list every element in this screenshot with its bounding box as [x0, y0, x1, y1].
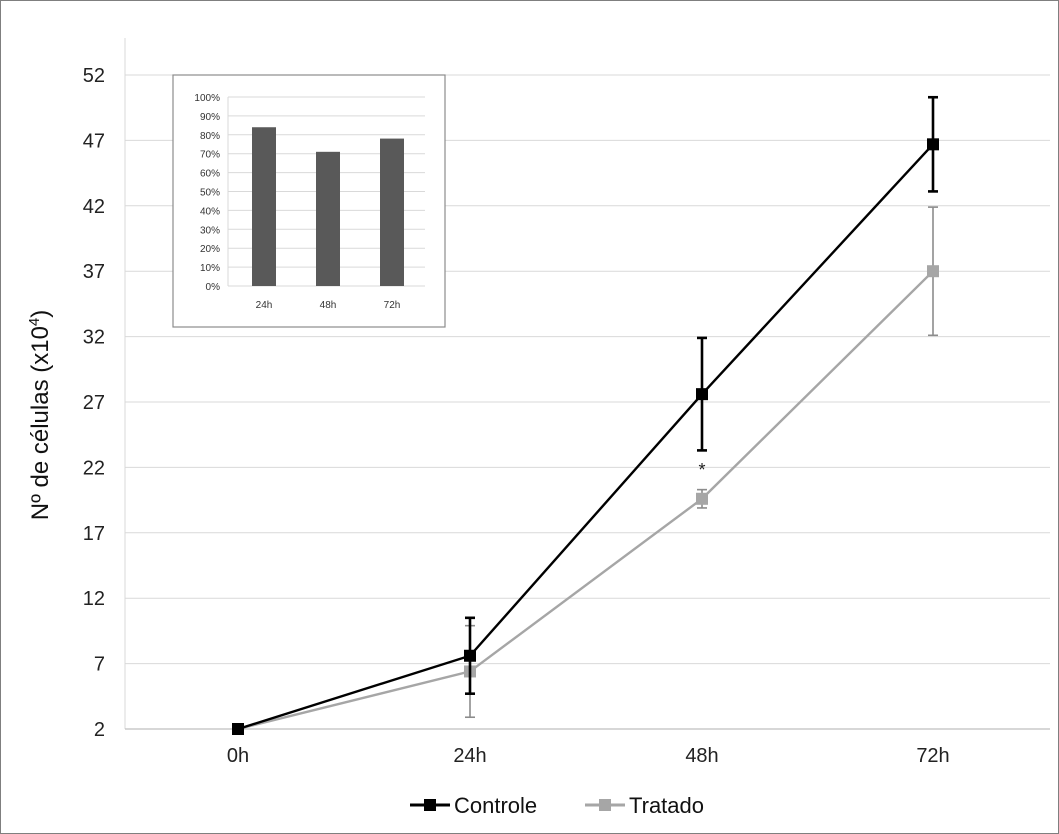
- legend-controle-label: Controle: [454, 793, 537, 818]
- inset-y-tick-80: 80%: [200, 131, 220, 142]
- y-axis-label: Nº de células (x104): [26, 310, 54, 521]
- x-tick-labels: 0h 24h 48h 72h: [227, 745, 950, 767]
- inset-x-tick-24h: 24h: [256, 300, 273, 311]
- x-tick-48h: 48h: [685, 745, 718, 767]
- y-tick-22: 22: [83, 457, 105, 479]
- inset-y-tick-0: 0%: [206, 282, 221, 293]
- x-tick-72h: 72h: [916, 745, 949, 767]
- y-tick-37: 37: [83, 261, 105, 283]
- point-controle-24h: [464, 649, 476, 662]
- inset-y-tick-30: 30%: [200, 225, 220, 236]
- legend: Controle Tratado: [410, 793, 704, 818]
- point-controle-48h: [696, 388, 708, 401]
- inset-bar-24h: [252, 127, 276, 287]
- y-axis-label-end: ): [27, 310, 54, 318]
- y-axis-label-main: Nº de células (x10: [27, 326, 54, 520]
- legend-controle-marker: [424, 799, 436, 811]
- inset-x-tick-labels: 24h 48h 72h: [256, 300, 401, 311]
- inset-bar-72h: [380, 138, 404, 286]
- y-tick-47: 47: [83, 130, 105, 152]
- significance-asterisk: *: [698, 460, 705, 480]
- inset-y-tick-50: 50%: [200, 188, 220, 199]
- inset-bar-48h: [316, 151, 340, 286]
- series-line-tratado: [237, 270, 934, 731]
- point-controle-0h: [232, 723, 244, 735]
- inset-y-tick-20: 20%: [200, 244, 220, 255]
- inset-y-tick-40: 40%: [200, 206, 220, 217]
- y-tick-12: 12: [83, 588, 105, 610]
- y-tick-27: 27: [83, 392, 105, 414]
- y-tick-2: 2: [94, 719, 105, 741]
- inset-y-tick-60: 60%: [200, 169, 220, 180]
- series-group: [232, 95, 939, 735]
- main-axes: [124, 38, 1050, 730]
- inset-y-tick-70: 70%: [200, 150, 220, 161]
- annotations: *: [698, 460, 705, 480]
- point-tratado-48h: [696, 492, 708, 505]
- y-axis-label-sup: 4: [26, 318, 43, 326]
- y-tick-32: 32: [83, 327, 105, 349]
- y-tick-42: 42: [83, 196, 105, 218]
- inset-y-tick-labels: 0% 10% 20% 30% 40% 50% 60% 70% 80% 90% 100%: [194, 93, 220, 293]
- point-controle-72h: [927, 138, 939, 151]
- inset-y-tick-10: 10%: [200, 263, 220, 274]
- y-tick-7: 7: [94, 654, 105, 676]
- series-controle: [232, 95, 939, 735]
- x-tick-24h: 24h: [453, 745, 486, 767]
- point-tratado-72h: [927, 265, 939, 278]
- y-tick-17: 17: [83, 523, 105, 545]
- inset-bars: [252, 127, 404, 287]
- inset-x-tick-72h: 72h: [384, 300, 401, 311]
- legend-tratado-label: Tratado: [629, 793, 704, 818]
- inset-x-tick-48h: 48h: [320, 300, 337, 311]
- y-tick-52: 52: [83, 65, 105, 87]
- series-line-controle: [237, 143, 934, 731]
- inset-y-tick-90: 90%: [200, 112, 220, 123]
- inset-bar-chart: 0% 10% 20% 30% 40% 50% 60% 70% 80% 90% 100% 24h 48h…: [172, 74, 446, 328]
- x-tick-0h: 0h: [227, 745, 249, 767]
- inset-y-tick-100: 100%: [194, 93, 220, 104]
- legend-tratado-marker: [599, 799, 611, 811]
